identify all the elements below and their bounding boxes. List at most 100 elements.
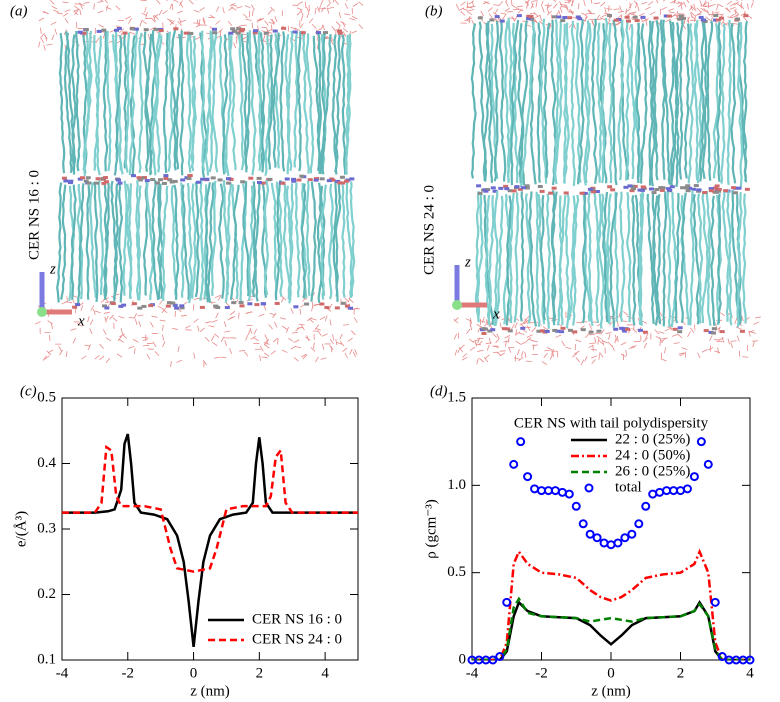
x-axis-label: z (nm) [190, 683, 230, 699]
lipid-tail [136, 185, 142, 301]
head-group [96, 29, 102, 33]
head-group [696, 188, 702, 192]
head-group [577, 17, 583, 21]
water-molecule [482, 1, 489, 5]
head-group [348, 306, 354, 310]
head-group [555, 329, 561, 333]
water-molecule [257, 25, 260, 32]
water-molecule [272, 312, 277, 319]
water-molecule [522, 318, 528, 324]
head-group [267, 177, 273, 181]
water-molecule [517, 349, 520, 356]
head-group [579, 191, 585, 195]
lipid-tail [170, 185, 178, 296]
head-group [572, 330, 578, 334]
head-group [349, 177, 355, 181]
head-group [199, 305, 205, 309]
lipid-tail [211, 32, 219, 173]
water-molecule [320, 357, 327, 360]
water-molecule [316, 6, 320, 13]
axis-x-label: x [77, 313, 85, 329]
water-molecule [549, 353, 554, 360]
head-group [560, 19, 566, 23]
head-group [489, 18, 495, 22]
water-molecule [220, 356, 227, 359]
water-molecule [736, 335, 740, 342]
water-molecule [321, 24, 326, 31]
water-molecule [733, 14, 740, 18]
lipid-tail [519, 191, 525, 322]
head-group [133, 27, 139, 31]
lipid-tail [89, 182, 97, 298]
water-molecule [50, 323, 54, 330]
data-point [592, 533, 602, 543]
water-molecule [673, 0, 676, 4]
lipid-tail [77, 183, 85, 304]
water-molecule [342, 28, 349, 33]
head-group [744, 187, 750, 191]
head-group [663, 14, 669, 18]
water-molecule [752, 0, 755, 2]
head-group [490, 186, 496, 190]
lipid-tail [267, 34, 274, 170]
water-molecule [736, 2, 742, 8]
water-molecule [620, 353, 627, 358]
water-molecule [196, 19, 199, 26]
water-molecule [213, 356, 221, 359]
head-group [715, 18, 721, 22]
water-molecule [510, 0, 513, 6]
lipid-tail [546, 193, 551, 329]
water-molecule [99, 0, 103, 2]
x-tick-label: 2 [677, 665, 685, 681]
water-molecule [296, 10, 302, 16]
water-molecule [35, 321, 41, 325]
water-molecule [327, 6, 334, 9]
water-molecule [81, 355, 87, 360]
water-molecule [453, 318, 459, 324]
water-molecule [358, 24, 364, 29]
head-group [723, 189, 729, 193]
data-point [634, 519, 644, 529]
water-molecule [179, 0, 183, 7]
head-group [560, 326, 566, 330]
lipid-tail [252, 181, 259, 302]
head-group [110, 302, 116, 306]
water-molecule [251, 22, 254, 29]
lipid-tail [564, 192, 571, 329]
water-molecule [230, 6, 237, 11]
water-molecule [274, 16, 278, 23]
water-molecule [605, 332, 612, 334]
water-molecule [590, 348, 598, 351]
water-molecule [518, 332, 525, 335]
y-axis-label: ρ (gcm⁻³) [423, 499, 439, 558]
head-group [337, 31, 343, 35]
water-molecule [711, 10, 714, 17]
lipid-tail [528, 191, 538, 327]
lipid-tail [474, 191, 480, 322]
water-molecule [705, 16, 711, 21]
head-group [129, 27, 135, 31]
head-group [263, 31, 269, 35]
water-molecule [105, 6, 112, 10]
water-molecule [193, 297, 200, 300]
head-group [337, 29, 343, 33]
water-molecule [174, 310, 177, 317]
water-molecule [252, 9, 254, 16]
water-molecule [197, 325, 200, 332]
water-molecule [247, 329, 251, 335]
head-group [72, 305, 78, 309]
lipid-tail [670, 22, 681, 183]
water-molecule [185, 329, 192, 331]
water-molecule [328, 0, 331, 3]
head-group [314, 177, 320, 181]
lipid-tail [210, 180, 217, 296]
head-group [247, 302, 253, 306]
data-line [62, 433, 358, 648]
water-molecule [703, 7, 708, 13]
head-group [711, 331, 717, 335]
water-molecule [299, 308, 302, 315]
x-axis-label: z (nm) [591, 683, 631, 699]
water-molecule [531, 344, 538, 347]
water-molecule [707, 347, 714, 351]
